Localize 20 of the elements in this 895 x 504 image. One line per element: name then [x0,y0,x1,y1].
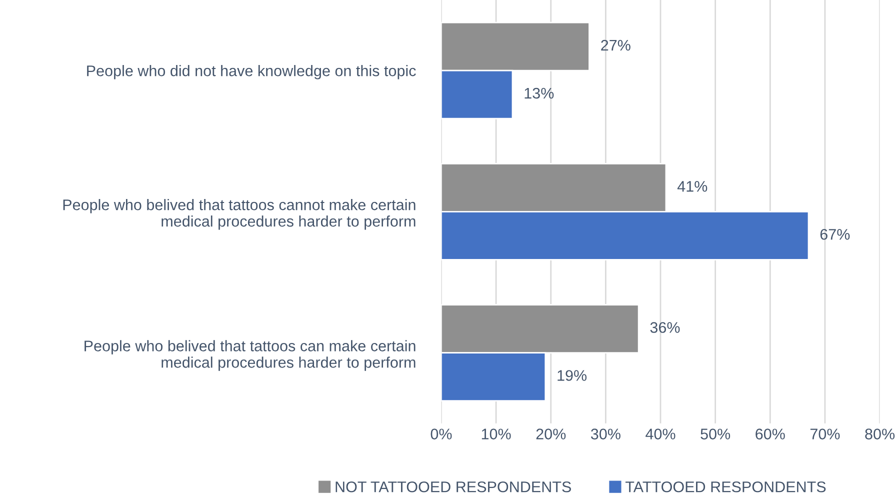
data-label: 36% [650,322,680,333]
x-tick-label: 80% [865,428,895,440]
x-tick-label: 20% [536,428,566,440]
y-tick-label: People who did not have knowledge on this topic [87,65,416,80]
data-label: 41% [677,181,708,192]
x-tick-label: 0% [430,428,452,440]
x-tick-label: 60% [756,428,785,440]
y-tick-label: People who belived that tattoos cannot make certain medical procedures harder to perform [63,199,416,230]
data-label: 67% [820,228,850,240]
x-tick-label: 70% [810,428,840,440]
x-tick-label: 40% [646,428,676,440]
y-tick-label: People who belived that tattoos can make certain medical procedures harder to perform [84,340,416,371]
data-label: 19% [558,370,587,381]
data-label: 13% [524,88,554,99]
x-tick-label: 30% [590,428,620,440]
x-tick-label: 10% [482,428,511,440]
x-tick-label: 50% [700,428,730,440]
legend-label: TATTOOED RESPONDENTS [626,481,826,492]
data-label: 27% [601,40,630,51]
legend-label: NOT TATTOOED RESPONDENTS [336,481,571,492]
